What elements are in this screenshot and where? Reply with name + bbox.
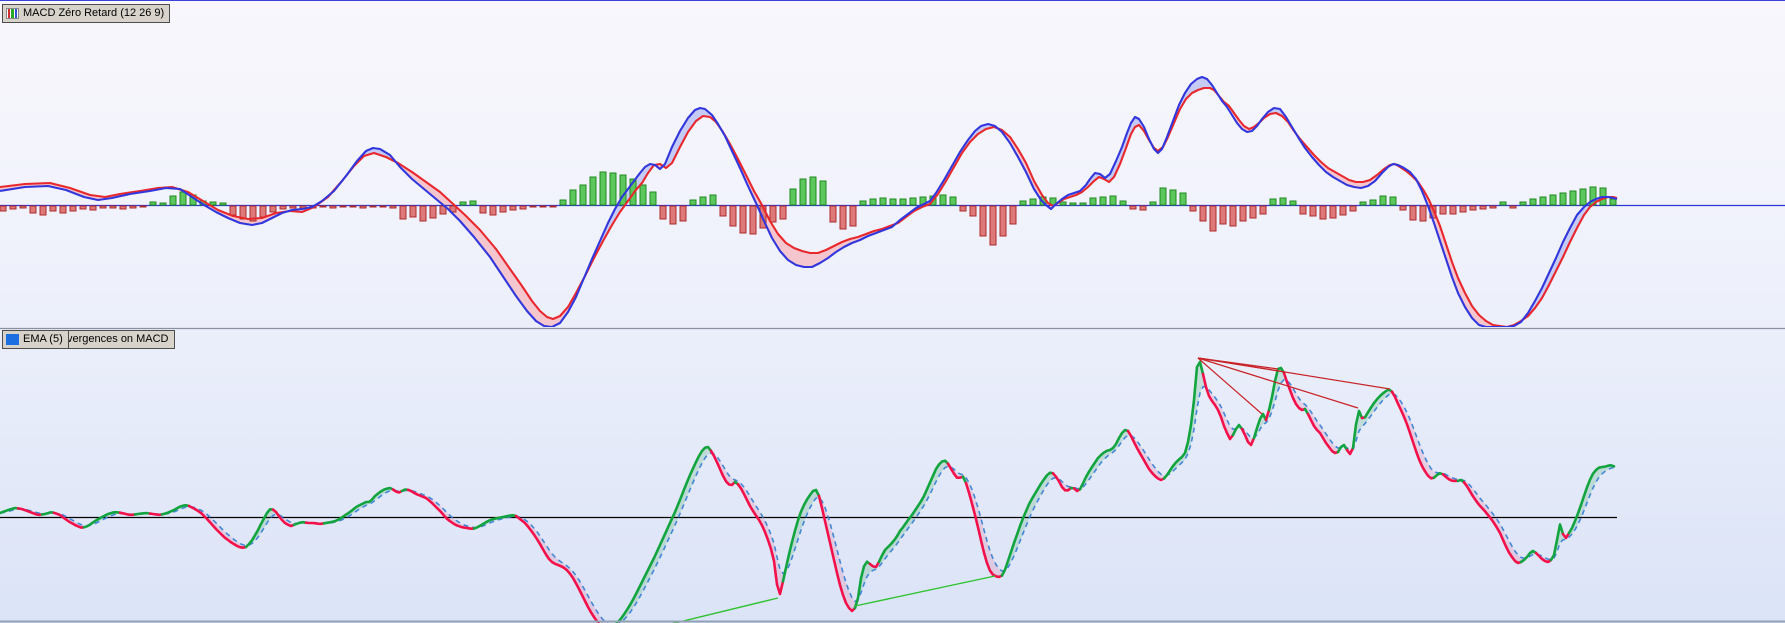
bearish-divergence-line	[1197, 357, 1359, 409]
bullish-divergence-line	[854, 575, 996, 607]
legend-label-macd-zero-retard: MACD Zéro Retard (12 26 9)	[23, 7, 165, 19]
macd-histogram-icon	[6, 8, 19, 19]
divergence-lines	[672, 357, 1391, 623]
legend-label-ema-5: EMA (5)	[23, 333, 63, 345]
signal-line	[0, 75, 1618, 327]
macd-divergence-main-line	[0, 360, 1616, 623]
bearish-divergence-line	[1197, 357, 1263, 415]
bearish-divergence-line	[1197, 357, 1391, 390]
legend-ema-5[interactable]: EMA (5)	[2, 330, 69, 349]
macd-ema-band-fill	[0, 362, 1614, 623]
macd-zero-retard-panel	[0, 75, 1785, 327]
legend-macd-zero-retard[interactable]: MACD Zéro Retard (12 26 9)	[2, 4, 171, 23]
bullish-divergence-line	[672, 597, 779, 623]
zlmacd-line	[0, 86, 1618, 327]
legend-label-macd-divergences: MACD divergences on MACD	[23, 333, 169, 345]
macd-divergence-panel	[0, 357, 1617, 623]
ema-line-swatch-icon	[6, 334, 19, 345]
